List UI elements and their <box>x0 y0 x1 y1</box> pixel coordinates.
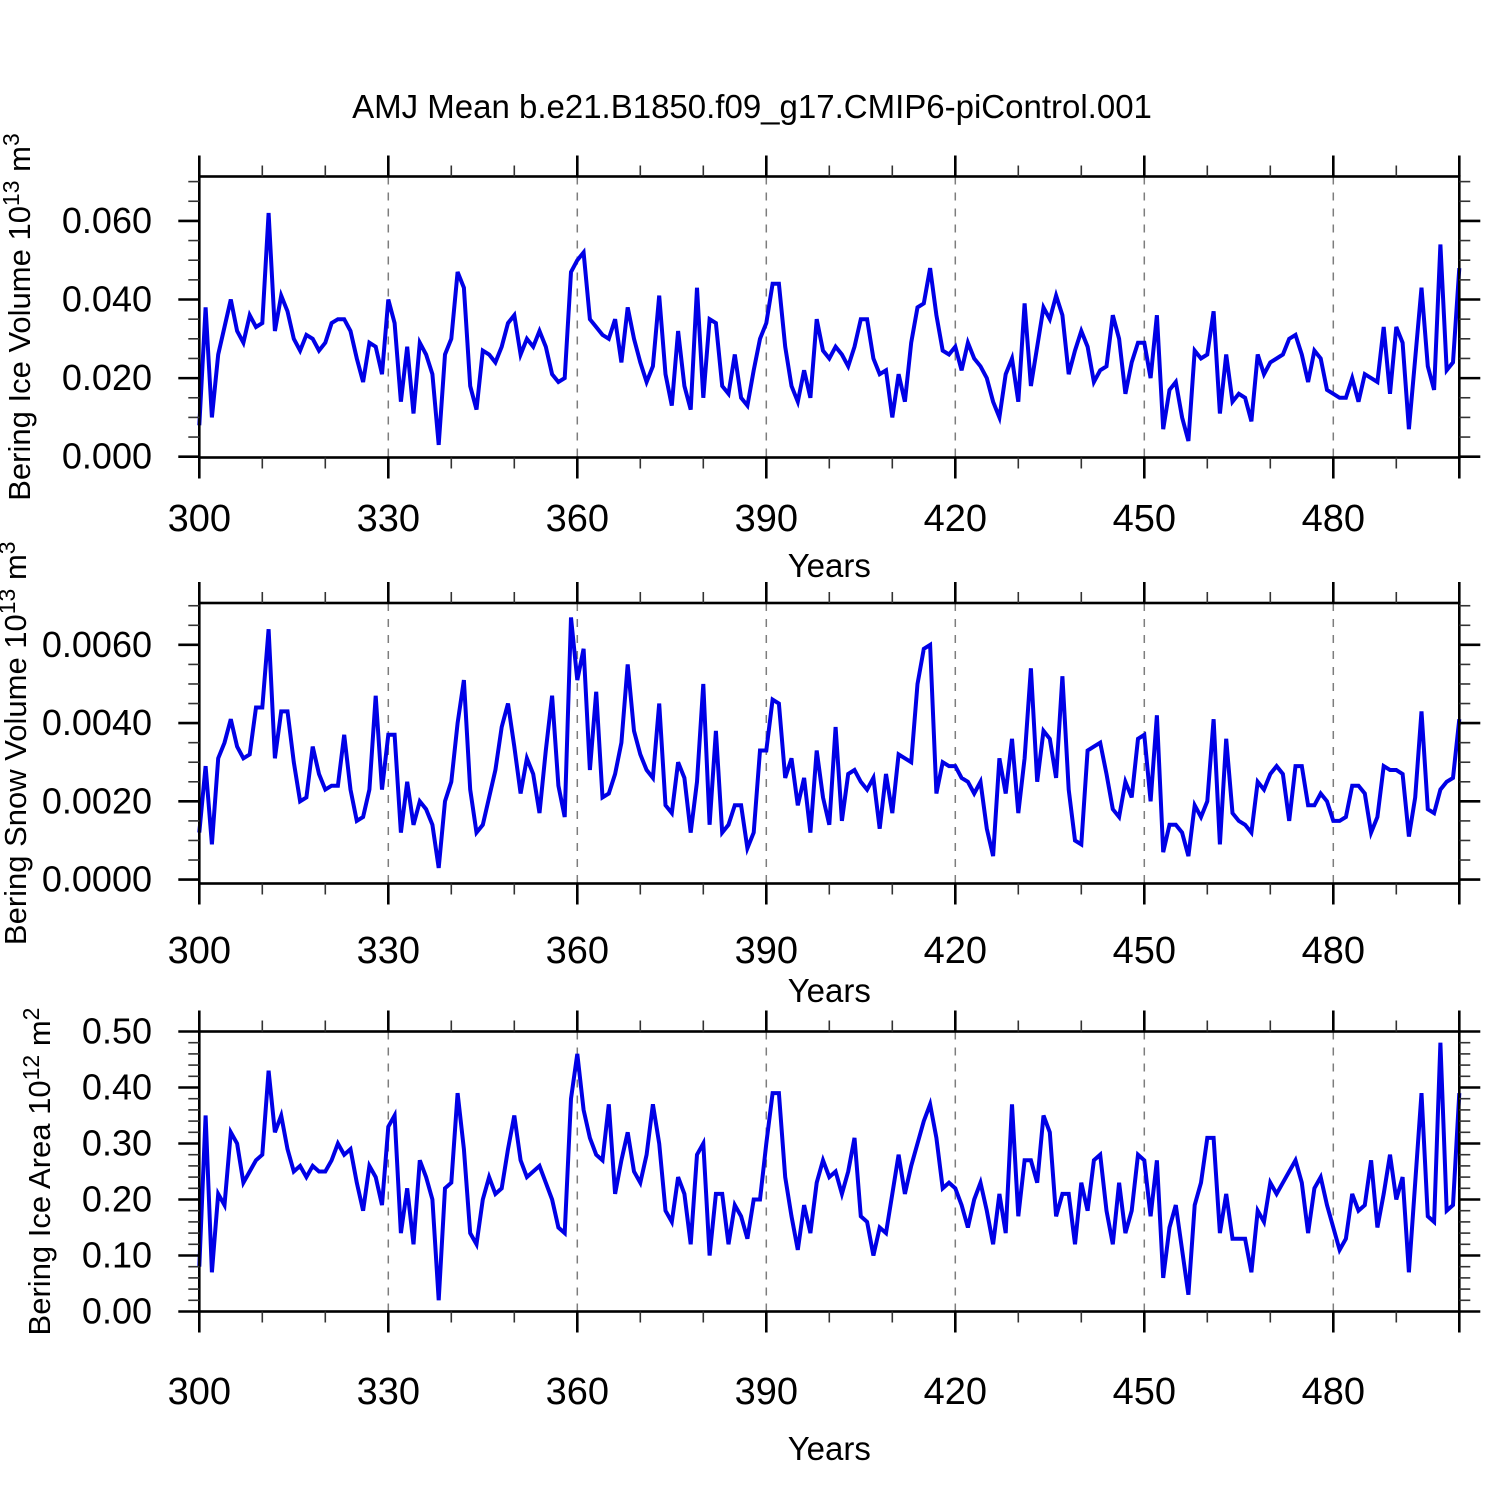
panel-bering-ice-area: 0.00 0.10 0.20 0.30 0.40 0.50 300 330 360 390 420 4… <box>18 1008 1481 1467</box>
x-tick-label: 390 <box>735 1371 798 1413</box>
x-tick-label: 480 <box>1302 498 1365 540</box>
x-tick-label: 420 <box>924 1371 987 1413</box>
x-axis-title: Years <box>788 972 871 1009</box>
x-tick-label: 450 <box>1113 930 1176 972</box>
y-tick-label: 0.40 <box>82 1067 152 1108</box>
y-tick-label: 0.0000 <box>42 859 152 900</box>
x-tick-label: 300 <box>168 930 231 972</box>
x-tick-label: 480 <box>1302 1371 1365 1413</box>
x-tick-label: 480 <box>1302 930 1365 972</box>
panel-bering-snow-volume: 0.0000 0.0020 0.0040 0.0060 300 330 360 390 420 4… <box>0 541 1481 1009</box>
x-tick-label: 420 <box>924 930 987 972</box>
y-tick-label: 0.50 <box>82 1011 152 1052</box>
y-tick-label: 0.30 <box>82 1123 152 1164</box>
x-tick-label: 360 <box>546 930 609 972</box>
series-line-bering-ice-volume <box>197 212 1462 446</box>
x-tick-label: 360 <box>546 1371 609 1413</box>
x-tick-label: 450 <box>1113 498 1176 540</box>
y-tick-label: 0.060 <box>62 200 152 241</box>
x-axis-title: Years <box>788 547 871 584</box>
x-axis-title: Years <box>788 1430 871 1467</box>
y-tick-label: 0.040 <box>62 279 152 320</box>
x-tick-label: 360 <box>546 498 609 540</box>
x-tick-label: 390 <box>735 930 798 972</box>
y-tick-label: 0.0040 <box>42 702 152 743</box>
x-tick-label: 300 <box>168 498 231 540</box>
y-axis-title: Bering Ice Volume 1013 m3 <box>0 133 37 501</box>
y-tick-label: 0.20 <box>82 1179 152 1220</box>
x-tick-label: 390 <box>735 498 798 540</box>
series-line-bering-ice-area <box>197 1042 1462 1301</box>
y-tick-label: 0.020 <box>62 357 152 398</box>
chart-title: AMJ Mean b.e21.B1850.f09_g17.CMIP6-piCon… <box>352 88 1152 125</box>
series-line-bering-snow-volume <box>197 617 1462 869</box>
x-tick-label: 420 <box>924 498 987 540</box>
y-tick-label: 0.10 <box>82 1235 152 1276</box>
x-tick-label: 300 <box>168 1371 231 1413</box>
panel-bering-ice-volume: 0.000 0.020 0.040 0.060 300 330 360 390 420 450 48… <box>0 133 1481 584</box>
x-tick-label: 330 <box>357 498 420 540</box>
y-axis-title: Bering Ice Area 1012 m2 <box>18 1008 57 1336</box>
y-tick-label: 0.000 <box>62 436 152 477</box>
y-tick-label: 0.0020 <box>42 780 152 821</box>
x-tick-label: 450 <box>1113 1371 1176 1413</box>
x-tick-label: 330 <box>357 1371 420 1413</box>
y-tick-label: 0.0060 <box>42 624 152 665</box>
y-tick-label: 0.00 <box>82 1291 152 1332</box>
x-tick-label: 330 <box>357 930 420 972</box>
y-axis-title: Bering Snow Volume 1013 m3 <box>0 541 33 945</box>
